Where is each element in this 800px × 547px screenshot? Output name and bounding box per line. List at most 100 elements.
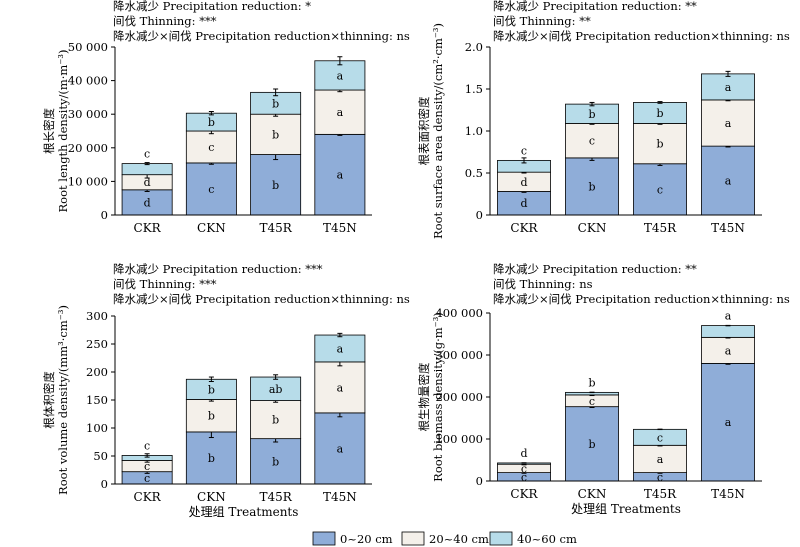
y-tick-label: 0 [101, 477, 108, 491]
significance-letter: ab [269, 383, 283, 396]
y-tick-label: 2.0 [465, 40, 483, 54]
significance-annotation: 降水减少 Precipitation reduction: *** [113, 262, 323, 276]
y-tick-label: 50 [93, 449, 108, 463]
significance-letter: b [656, 107, 663, 120]
significance-letter: a [337, 69, 344, 82]
significance-letter: c [521, 144, 527, 157]
x-tick-label: T45N [323, 490, 357, 504]
y-tick-label: 50 000 [68, 40, 108, 54]
bar-segment-20-40-T45R [250, 113, 302, 155]
legend-label: 0~20 cm [340, 532, 393, 546]
bar-segment-0-20-CKN [565, 406, 619, 482]
bar-segment-0-20-T45R [250, 438, 302, 485]
significance-letter: b [588, 180, 595, 193]
y-tick-label: 150 [86, 393, 108, 407]
significance-letter: a [725, 117, 732, 130]
chart-panel-3: 降水减少 Precipitation reduction: ***间伐 Thin… [42, 262, 410, 519]
y-axis-label-en: Root volume density/(mm³·cm⁻³) [56, 305, 70, 495]
x-tick-label: CKR [510, 487, 538, 501]
significance-annotation: 降水减少×间伐 Precipitation reduction×thinning… [113, 29, 410, 43]
y-tick-label: 0.5 [465, 166, 483, 180]
bar-segment-20-40-T45N [701, 336, 755, 364]
chart-panel-2: 降水减少 Precipitation reduction: **间伐 Thinn… [417, 0, 790, 239]
x-tick-label: CKN [197, 221, 226, 235]
significance-letter: c [521, 471, 527, 484]
significance-annotation: 降水减少×间伐 Precipitation reduction×thinning… [113, 292, 410, 306]
y-tick-label: 0 [476, 474, 483, 488]
significance-letter: a [725, 310, 732, 323]
x-tick-label: T45N [711, 221, 745, 235]
bar-segment-20-40-T45N [314, 89, 366, 135]
legend-label: 40~60 cm [517, 532, 577, 546]
bar-segment-0-20-CKN [565, 157, 619, 216]
y-tick-label: 20 000 [68, 141, 108, 155]
significance-letter: b [272, 128, 279, 141]
y-tick-label: 10 000 [68, 174, 108, 188]
y-tick-label: 100 000 [435, 432, 483, 446]
significance-letter: b [588, 438, 595, 451]
x-tick-label: T45N [323, 221, 357, 235]
significance-annotation: 间伐 Thinning: *** [113, 14, 217, 28]
bar-segment-20-40-T45N [314, 361, 366, 414]
x-tick-label: T45R [259, 490, 292, 504]
x-tick-label: CKR [134, 221, 162, 235]
significance-annotation: 降水减少×间伐 Precipitation reduction×thinning… [493, 29, 790, 43]
x-axis-label: 处理组 Treatments [571, 502, 681, 516]
bar-segment-20-40-T45R [633, 444, 687, 473]
significance-letter: b [208, 383, 215, 396]
significance-letter: b [272, 414, 279, 427]
bar-segment-40-60-T45N [701, 325, 755, 338]
significance-letter: c [521, 462, 527, 475]
significance-letter: d [144, 196, 151, 209]
significance-letter: a [337, 342, 344, 355]
chart-panel-4: 降水减少 Precipitation reduction: **间伐 Thinn… [417, 262, 790, 516]
legend-swatch [312, 531, 336, 546]
bar-segment-0-20-CKN [185, 431, 237, 485]
y-tick-label: 100 [86, 421, 108, 435]
legend-label: 20~40 cm [429, 532, 489, 546]
significance-annotation: 降水减少 Precipitation reduction: * [113, 0, 311, 13]
legend-swatch [401, 531, 425, 546]
significance-letter: c [144, 460, 150, 473]
x-tick-label: CKN [197, 490, 226, 504]
y-tick-label: 40 000 [68, 74, 108, 88]
bar-segment-0-20-T45N [701, 145, 755, 216]
significance-annotation: 间伐 Thinning: ns [493, 277, 593, 291]
significance-annotation: 间伐 Thinning: *** [113, 277, 217, 291]
y-tick-label: 0 [101, 208, 108, 222]
significance-letter: c [144, 148, 150, 161]
significance-letter: c [144, 439, 150, 452]
y-axis-label-en: Root length density/(m·m⁻³) [56, 50, 70, 213]
significance-letter: c [589, 135, 595, 148]
significance-letter: c [657, 471, 663, 484]
legend-swatch [489, 531, 513, 546]
significance-letter: d [520, 447, 527, 460]
x-axis-label: 处理组 Treatments [189, 505, 299, 519]
x-tick-label: T45N [711, 487, 745, 501]
significance-annotation: 降水减少 Precipitation reduction: ** [493, 0, 697, 13]
significance-letter: c [657, 431, 663, 444]
significance-annotation: 降水减少 Precipitation reduction: ** [493, 262, 697, 276]
y-tick-label: 30 000 [68, 107, 108, 121]
significance-letter: a [725, 416, 732, 429]
significance-letter: c [208, 141, 214, 154]
significance-letter: b [208, 452, 215, 465]
x-tick-label: CKR [134, 490, 162, 504]
significance-letter: b [588, 376, 595, 389]
significance-letter: c [144, 472, 150, 485]
y-tick-label: 1.0 [465, 124, 483, 138]
y-axis-label-cn: 根长密度 [42, 108, 56, 154]
significance-annotation: 降水减少×间伐 Precipitation reduction×thinning… [493, 292, 790, 306]
significance-letter: b [588, 108, 595, 121]
significance-letter: a [657, 453, 664, 466]
bar-segment-0-20-T45N [701, 362, 755, 482]
y-axis-label-cn: 根体积密度 [42, 371, 56, 429]
significance-letter: d [144, 176, 151, 189]
y-tick-label: 0 [476, 208, 483, 222]
x-tick-label: T45R [644, 221, 677, 235]
x-tick-label: CKN [578, 221, 607, 235]
y-tick-label: 300 [86, 309, 108, 323]
y-tick-label: 200 [86, 365, 108, 379]
y-tick-label: 400 000 [435, 306, 483, 320]
